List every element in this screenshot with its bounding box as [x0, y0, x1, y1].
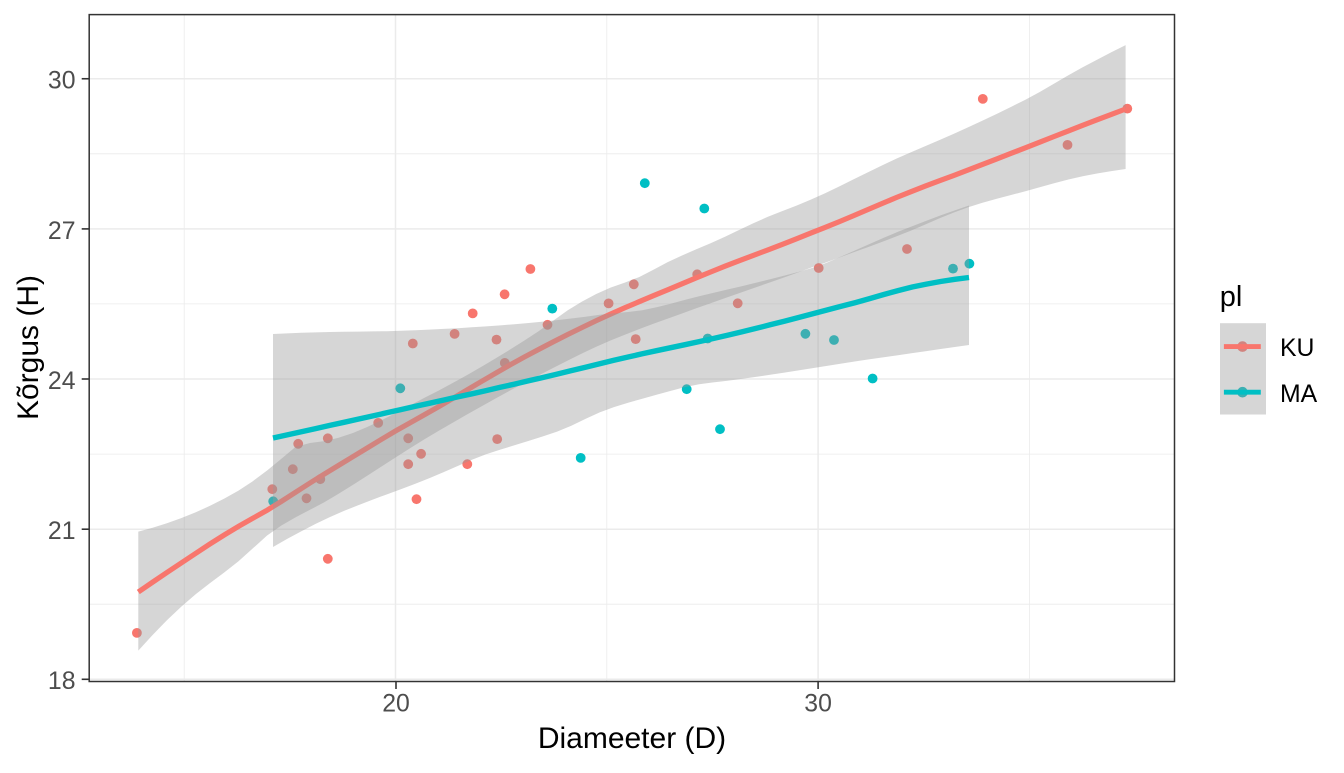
svg-text:Diameeter (D): Diameeter (D) — [538, 722, 726, 755]
svg-text:27: 27 — [48, 218, 76, 245]
svg-text:Kõrgus (H): Kõrgus (H) — [12, 275, 45, 420]
svg-text:21: 21 — [48, 518, 76, 545]
svg-text:18: 18 — [48, 668, 76, 695]
svg-text:pl: pl — [1220, 281, 1243, 313]
svg-text:24: 24 — [48, 368, 76, 395]
svg-text:MA: MA — [1280, 381, 1318, 408]
svg-text:30: 30 — [804, 691, 832, 718]
svg-text:KU: KU — [1280, 335, 1314, 362]
svg-text:20: 20 — [382, 691, 410, 718]
svg-text:30: 30 — [48, 68, 76, 95]
